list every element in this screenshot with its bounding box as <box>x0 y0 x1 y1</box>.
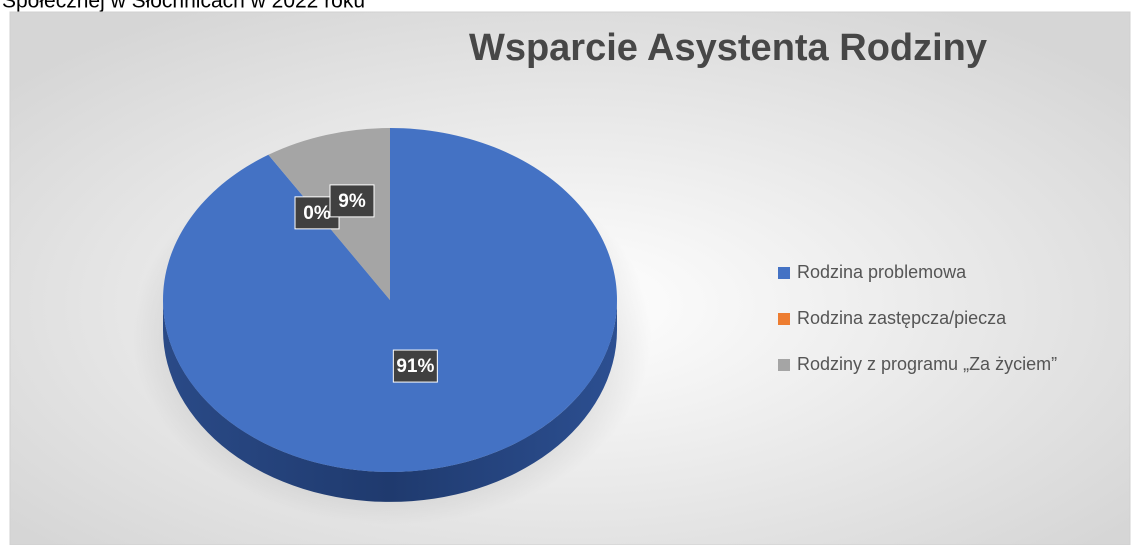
pie <box>162 128 617 502</box>
legend-label: Rodziny z programu „Za życiem” <box>797 354 1057 374</box>
legend-label: Rodzina problemowa <box>797 262 967 282</box>
caption: Społecznej w Słochnicach w 2022 roku <box>2 0 365 13</box>
legend-swatch <box>778 359 790 371</box>
data-labels: 91% 0% 9% <box>294 184 438 383</box>
data-label-text: 91% <box>396 356 434 377</box>
data-label-box <box>392 349 438 383</box>
data-label: 9% <box>329 184 375 218</box>
data-label: 91% <box>392 349 438 383</box>
legend-swatch <box>778 313 790 325</box>
legend: Rodzina problemowa Rodzina zastępcza/piec… <box>778 262 1057 374</box>
chart-title: Wsparcie Asystenta Rodziny <box>469 27 987 69</box>
legend-label: Rodzina zastępcza/piecza <box>797 308 1007 328</box>
pie-side <box>163 300 617 502</box>
data-label-box <box>329 184 375 218</box>
legend-swatch <box>778 267 790 279</box>
pie-slice <box>162 128 617 472</box>
data-label-text: 9% <box>338 191 366 212</box>
data-label-text: 0% <box>303 203 331 224</box>
